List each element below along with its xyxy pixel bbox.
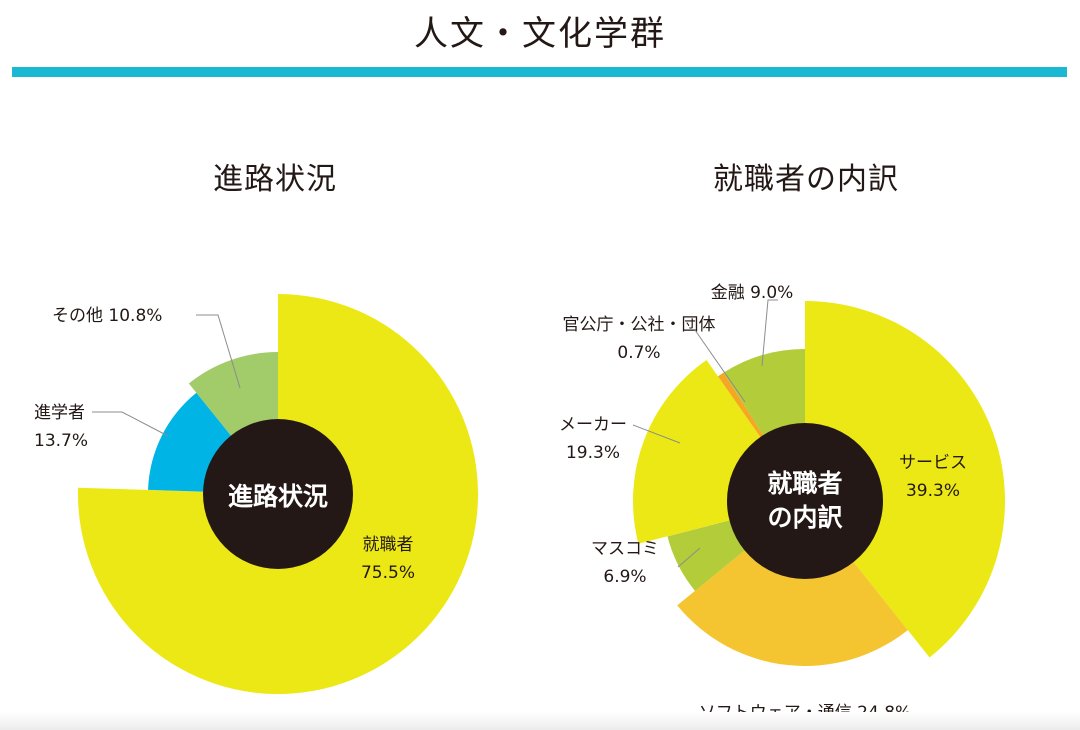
slice-label-name: メーカー	[559, 415, 627, 435]
slice-label-value: 6.9%	[603, 567, 646, 587]
center-label-line: 進路状況	[228, 482, 328, 511]
slice-label-value: 39.3%	[906, 481, 960, 501]
pie-slice-industry-5	[723, 349, 805, 449]
slice-label-value: 75.5%	[361, 563, 415, 583]
pie-slice-industry-4	[717, 372, 772, 451]
slice-label-value: 19.3%	[566, 443, 620, 463]
leader-line	[632, 424, 681, 444]
pie-slice-industry-0	[805, 301, 1005, 658]
slice-label-name: 就職者	[363, 535, 414, 555]
center-label-line: 就職者	[767, 469, 842, 498]
pie-career-status: 進路状況 就職者 75.5% 進学者 13.7% その他 10.8%	[34, 294, 479, 694]
center-label-line: の内訳	[767, 503, 843, 532]
leader-line	[761, 299, 778, 367]
slice-label-name: マスコミ	[591, 539, 659, 559]
pie-employment-breakdown: 就職者 の内訳 サービス 39.3% ソフトウェア・通信 24.8% マスコミ …	[559, 283, 1005, 723]
leader-line	[92, 411, 169, 437]
leader-line	[694, 329, 746, 403]
pie-slice-industry-1	[677, 540, 908, 667]
pie-slice-industry-2	[667, 516, 757, 591]
leader-line	[196, 314, 241, 389]
leader-line	[677, 547, 701, 568]
page-title: 人文・文化学群	[414, 14, 666, 54]
chart-title-employment-breakdown: 就職者の内訳	[713, 162, 899, 197]
slice-label-value: 0.7%	[617, 343, 660, 363]
slice-label-name: サービス	[899, 453, 967, 473]
slice-label-name: 官公庁・公社・団体	[563, 315, 716, 335]
center-circle	[727, 423, 883, 579]
slice-label-value: 13.7%	[34, 431, 88, 451]
slice-label-name: その他 10.8%	[52, 306, 162, 326]
bottom-shade	[0, 712, 1080, 730]
center-circle	[203, 419, 353, 569]
slice-label-name: 金融 9.0%	[711, 283, 794, 303]
slice-label-name: 進学者	[34, 403, 85, 423]
pie-slice-career-0	[78, 294, 479, 694]
title-accent-bar	[12, 67, 1067, 77]
chart-title-career-status: 進路状況	[213, 162, 337, 197]
